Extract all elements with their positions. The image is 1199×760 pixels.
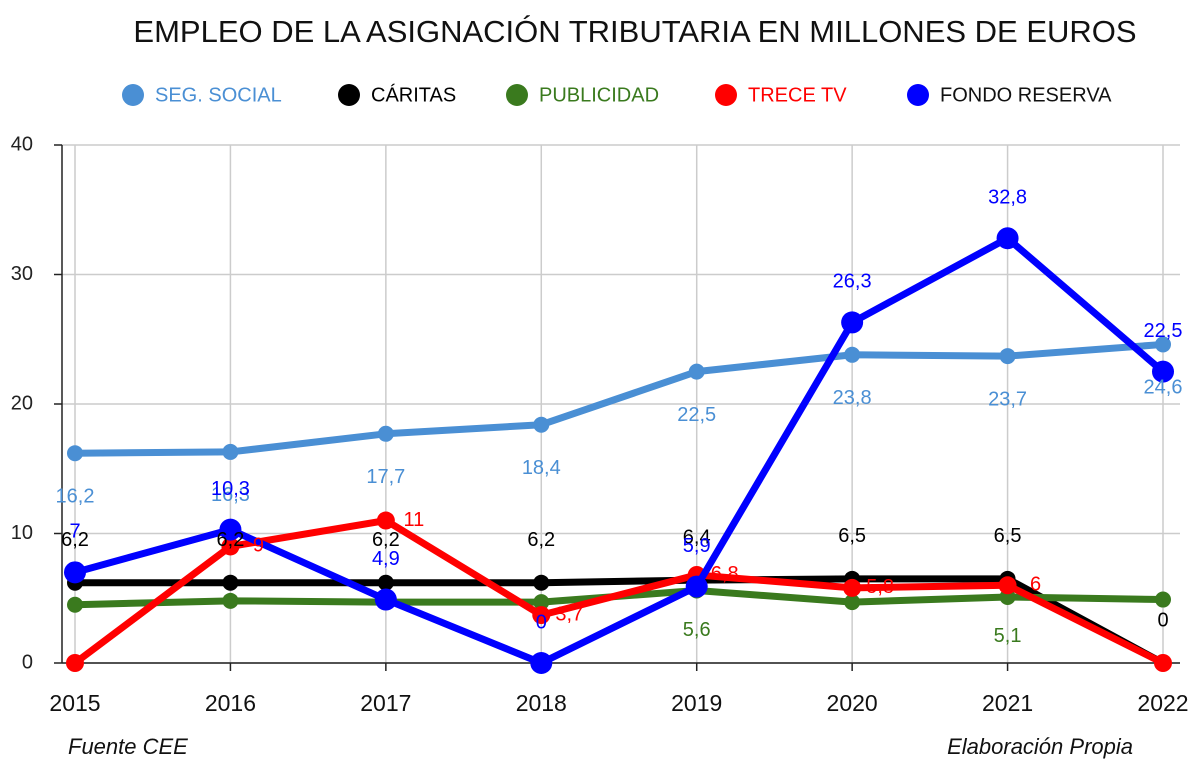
data-label: 5,6 <box>683 619 711 641</box>
point <box>843 578 862 597</box>
point <box>998 576 1017 595</box>
point <box>844 594 861 611</box>
legend-label: CÁRITAS <box>371 83 456 106</box>
point <box>841 311 864 334</box>
y-tick-label: 0 <box>22 651 33 673</box>
data-label: 32,8 <box>988 187 1027 209</box>
point <box>374 588 397 611</box>
point <box>1155 336 1171 353</box>
point <box>377 574 394 591</box>
point <box>533 574 550 591</box>
point <box>1154 654 1172 672</box>
point <box>688 363 705 380</box>
y-tick-label: 40 <box>11 133 33 155</box>
point <box>67 596 83 613</box>
data-label: 6,2 <box>61 529 89 551</box>
point <box>222 574 239 591</box>
data-label: 23,7 <box>988 388 1027 410</box>
x-tick-label: 2020 <box>827 690 878 716</box>
data-label: 6,5 <box>838 525 866 547</box>
point <box>1155 591 1171 608</box>
point <box>221 537 240 556</box>
data-label: 11 <box>403 509 424 531</box>
legend-label: SEG. SOCIAL <box>155 84 282 106</box>
point <box>996 227 1019 250</box>
chart-title: EMPLEO DE LA ASIGNACIÓN TRIBUTARIA EN MI… <box>133 14 1136 49</box>
data-label: 18,4 <box>522 457 561 479</box>
data-label: 7 <box>69 521 80 543</box>
y-tick-label: 30 <box>11 263 33 285</box>
data-label: 6,2 <box>372 529 400 551</box>
data-label: 6,8 <box>711 563 739 585</box>
data-label: 10,3 <box>211 478 250 500</box>
point <box>67 445 83 462</box>
data-label: 26,3 <box>833 271 872 293</box>
credit-note: Elaboración Propia <box>947 734 1133 759</box>
legend-marker <box>506 84 528 106</box>
legend-marker <box>907 84 929 106</box>
x-tick-label: 2019 <box>671 690 722 716</box>
data-label: 5,1 <box>994 625 1022 647</box>
point <box>66 654 84 672</box>
point <box>376 511 395 530</box>
data-label: 5,8 <box>866 576 894 598</box>
data-label: 4,9 <box>372 548 400 570</box>
point <box>999 348 1016 365</box>
data-label: 16,2 <box>56 485 95 507</box>
legend-marker <box>338 84 360 106</box>
data-label: 0 <box>1157 609 1168 631</box>
data-label: 6,5 <box>994 525 1022 547</box>
point <box>222 592 239 609</box>
data-label: 22,5 <box>677 404 716 426</box>
data-label: 6,2 <box>217 529 245 551</box>
data-label: 0 <box>536 611 547 633</box>
data-label: 9 <box>253 535 264 557</box>
x-tick-label: 2015 <box>49 690 100 716</box>
point <box>532 606 551 625</box>
point <box>533 416 550 433</box>
x-tick-label: 2018 <box>516 690 567 716</box>
legend-label: PUBLICIDAD <box>539 84 659 106</box>
x-tick-label: 2021 <box>982 690 1033 716</box>
x-tick-label: 2017 <box>360 690 411 716</box>
data-label: 6 <box>1030 574 1041 596</box>
point <box>1152 360 1174 383</box>
data-label: 6,4 <box>683 526 711 548</box>
data-label: 17,7 <box>366 466 405 488</box>
data-label: 23,8 <box>833 387 872 409</box>
point <box>64 561 86 584</box>
legend-label: TRECE TV <box>748 84 847 106</box>
legend-label: FONDO RESERVA <box>940 84 1112 106</box>
point <box>530 652 553 674</box>
data-label: 3,7 <box>555 603 583 625</box>
source-note: Fuente CEE <box>68 734 188 759</box>
data-label: 16,3 <box>211 484 250 506</box>
series-line <box>75 575 1165 667</box>
data-label: 24,6 <box>1144 377 1183 399</box>
data-label: 6,2 <box>527 529 555 551</box>
point <box>377 425 394 442</box>
x-tick-label: 2016 <box>205 690 256 716</box>
y-tick-label: 10 <box>11 522 33 544</box>
point <box>844 346 861 363</box>
series-line <box>74 234 1166 667</box>
legend-marker <box>715 84 737 106</box>
y-tick-label: 20 <box>11 392 33 414</box>
point <box>219 518 242 541</box>
point <box>533 594 550 611</box>
x-tick-label: 2022 <box>1137 690 1188 716</box>
data-label: 22,5 <box>1144 320 1183 342</box>
data-label: 5,9 <box>683 535 711 557</box>
legend-marker <box>122 84 144 106</box>
point <box>222 443 239 460</box>
series-line <box>74 340 1164 457</box>
point <box>685 575 708 598</box>
